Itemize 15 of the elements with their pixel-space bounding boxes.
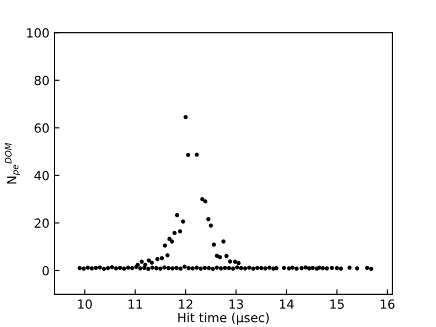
- x-tick-label: 13: [229, 299, 244, 309]
- x-tick-label: 12: [179, 299, 192, 309]
- y-tick-label: 0: [42, 266, 49, 276]
- x-tick-label: 11: [128, 300, 142, 309]
- y-tick-label: 80: [34, 76, 49, 86]
- y-tick-label: 60: [34, 123, 49, 133]
- y-tick-label: 100: [27, 28, 49, 38]
- y-axis-title: N$_{pe}$$^{DOM}$: [4, 142, 20, 184]
- x-axis-title: Hit time (μsec): [178, 312, 269, 325]
- x-tick-label: 10: [78, 299, 92, 309]
- y-tick-label: 20: [34, 218, 49, 228]
- x-tick-label: 16: [380, 299, 395, 309]
- y-tick-label: 40: [34, 170, 49, 180]
- x-tick-label: 14: [280, 300, 294, 309]
- x-tick-label: 15: [330, 300, 344, 309]
